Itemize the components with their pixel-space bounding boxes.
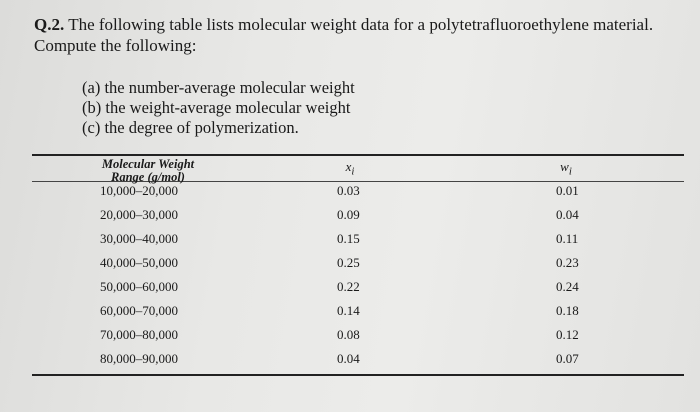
question-parts: (a) the number-average molecular weight … [82, 78, 355, 138]
cell-x: 0.08 [337, 327, 360, 342]
header-molecular-weight-range: Molecular Weight Range (g/mol) [93, 158, 203, 184]
header-w-symbol: w [560, 159, 569, 174]
cell-w: 0.11 [556, 231, 579, 246]
header-range-line1: Molecular Weight [101, 157, 195, 171]
table-row: 60,000–70,000 0.14 0.18 [0, 303, 700, 325]
header-wi: wi [556, 160, 576, 179]
cell-x: 0.25 [337, 255, 360, 270]
table-row: 40,000–50,000 0.25 0.23 [0, 255, 700, 277]
cell-range: 60,000–70,000 [100, 303, 178, 318]
part-a: (a) the number-average molecular weight [82, 78, 355, 97]
cell-w: 0.04 [556, 207, 579, 222]
cell-range: 40,000–50,000 [100, 255, 178, 270]
header-x-symbol: x [345, 159, 352, 174]
header-xi: xi [340, 160, 360, 179]
part-c: (c) the degree of polymerization. [82, 118, 299, 137]
header-x-subscript: i [351, 165, 355, 178]
cell-x: 0.04 [337, 351, 360, 366]
cell-range: 80,000–90,000 [100, 351, 178, 366]
cell-w: 0.01 [556, 183, 579, 198]
cell-range: 50,000–60,000 [100, 279, 178, 294]
table-row: 10,000–20,000 0.03 0.01 [0, 183, 700, 205]
cell-w: 0.07 [556, 351, 579, 366]
table-row: 50,000–60,000 0.22 0.24 [0, 279, 700, 301]
question-text: Q.2. The following table lists molecular… [34, 14, 684, 56]
part-b: (b) the weight-average molecular weight [82, 98, 351, 117]
cell-range: 20,000–30,000 [100, 207, 178, 222]
table-row: 20,000–30,000 0.09 0.04 [0, 207, 700, 229]
cell-range: 70,000–80,000 [100, 327, 178, 342]
header-range-line2: Range (g/mol) [111, 170, 185, 184]
cell-w: 0.12 [556, 327, 579, 342]
table-row: 30,000–40,000 0.15 0.11 [0, 231, 700, 253]
question-body: The following table lists molecular weig… [34, 15, 654, 55]
cell-w: 0.18 [556, 303, 579, 318]
table-row: 80,000–90,000 0.04 0.07 [0, 351, 700, 373]
cell-x: 0.03 [337, 183, 360, 198]
cell-range: 10,000–20,000 [100, 183, 178, 198]
header-w-subscript: i [568, 165, 572, 178]
table-header-rule [32, 181, 684, 182]
cell-x: 0.14 [337, 303, 360, 318]
cell-w: 0.23 [556, 255, 579, 270]
cell-x: 0.09 [337, 207, 360, 222]
cell-x: 0.22 [337, 279, 360, 294]
cell-x: 0.15 [337, 231, 360, 246]
cell-w: 0.24 [556, 279, 579, 294]
question-number: Q.2. [34, 15, 65, 34]
table-row: 70,000–80,000 0.08 0.12 [0, 327, 700, 349]
table-top-rule [32, 154, 684, 156]
table-bottom-rule [32, 374, 684, 376]
cell-range: 30,000–40,000 [100, 231, 178, 246]
